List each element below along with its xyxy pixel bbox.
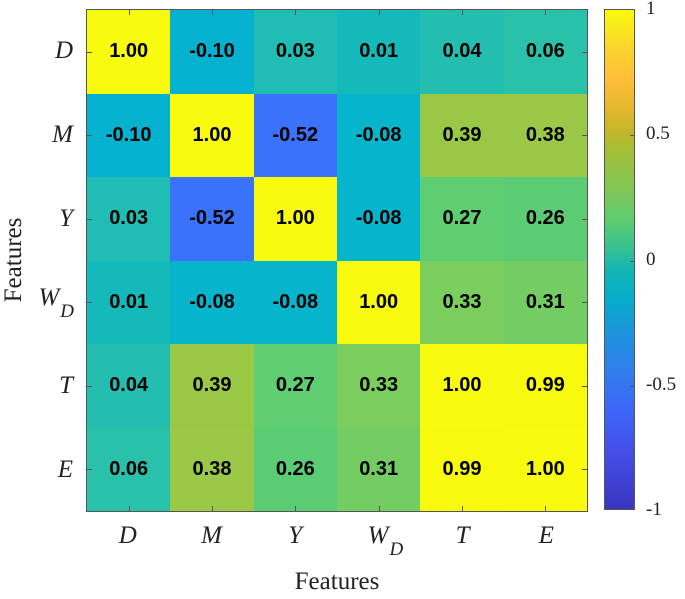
heatmap-cell: 1.00 [337, 260, 421, 344]
y-tick-label-subscript: D [60, 301, 74, 323]
heatmap-cell: 0.31 [503, 260, 587, 344]
y-tick-mark [582, 469, 587, 471]
colorbar-tick-label: 0.5 [646, 123, 670, 145]
x-tick-mark [128, 10, 130, 15]
x-tick-mark [212, 10, 213, 15]
heatmap-cell: -0.08 [337, 177, 421, 261]
heatmap-cell: 0.03 [253, 10, 337, 94]
heatmap-cell: 0.06 [503, 10, 587, 94]
x-tick-mark [378, 10, 380, 15]
x-tick-mark [295, 506, 297, 511]
x-tick-label-main: M [201, 522, 222, 549]
heatmap-cell: -0.10 [170, 10, 254, 94]
x-tick-label: Y [288, 522, 302, 550]
x-tick-label: WD [367, 522, 404, 560]
heatmap-cell: 0.99 [420, 427, 504, 511]
y-tick-label-main: M [52, 120, 73, 148]
colorbar-tick-mark [630, 260, 635, 262]
x-tick-mark [462, 506, 463, 511]
colorbar-tick-label: -0.5 [646, 373, 677, 395]
heatmap-cell: 0.06 [87, 427, 171, 511]
colorbar-tick-mark [630, 385, 635, 387]
colorbar-tick-label: -1 [646, 499, 662, 520]
heatmap-cell: 0.26 [253, 427, 337, 511]
y-tick-mark [87, 51, 92, 53]
x-tick-label: E [539, 522, 554, 550]
heatmap-cell: 1.00 [87, 10, 171, 94]
x-axis-label: Features [294, 568, 380, 595]
heatmap-cell: 0.03 [87, 177, 171, 261]
x-tick-mark [545, 506, 547, 511]
colorbar-tick-mark [630, 135, 635, 137]
heatmap-cell: 0.99 [503, 344, 587, 428]
y-tick-mark [87, 469, 92, 471]
y-tick-label-main: W [38, 284, 60, 312]
heatmap-cell: 0.26 [503, 177, 587, 261]
y-tick-mark [87, 218, 92, 220]
heatmap-cell: 0.33 [420, 260, 504, 344]
heatmap-grid: 1.00 -0.10 0.03 0.01 0.04 0.06 -0.10 1.00 -0.52-… [86, 9, 588, 512]
heatmap-cell: -0.52 [170, 177, 254, 261]
heatmap-cell: 0.31 [337, 427, 421, 511]
heatmap-cell: -0.10 [87, 93, 171, 177]
y-tick-label: T [59, 372, 73, 400]
heatmap-cell: 1.00 [420, 344, 504, 428]
x-tick-label-main: D [118, 522, 137, 549]
y-tick-label-main: Y [59, 204, 73, 232]
x-tick-label-main: W [367, 522, 389, 549]
y-tick-label-main: D [54, 36, 73, 64]
x-tick-mark [378, 506, 380, 511]
heatmap-cell: 0.04 [87, 344, 171, 428]
heatmap-cell: 0.39 [170, 344, 254, 428]
heatmap-cell: 1.00 [170, 93, 254, 177]
y-tick-label: WD [38, 284, 74, 322]
x-tick-label: D [119, 522, 137, 550]
y-tick-mark [582, 302, 587, 304]
heatmap-cell: 0.04 [420, 10, 504, 94]
heatmap-cell: 1.00 [253, 177, 337, 261]
y-tick-mark [582, 51, 587, 53]
y-tick-mark [582, 385, 587, 387]
colorbar-tick-label: 0 [646, 248, 656, 270]
y-axis-label: Features [0, 217, 27, 303]
heatmap-cell: -0.52 [253, 93, 337, 177]
x-tick-label-main: T [455, 522, 470, 549]
heatmap-cell: 0.38 [170, 427, 254, 511]
y-tick-label-main: T [59, 372, 73, 400]
x-tick-label-main: E [538, 522, 554, 549]
y-tick-mark [582, 218, 587, 220]
y-tick-label-main: E [57, 455, 73, 483]
y-tick-label: D [55, 37, 73, 65]
heatmap-cell: -0.08 [170, 260, 254, 344]
y-tick-label: M [52, 121, 73, 149]
x-tick-label-main: Y [288, 522, 303, 549]
y-tick-mark [87, 385, 92, 387]
x-tick-label: M [201, 522, 222, 550]
x-tick-label-subscript: D [389, 539, 404, 560]
x-tick-label: T [456, 522, 470, 550]
heatmap-cell: 0.38 [503, 93, 587, 177]
y-tick-mark [87, 135, 92, 137]
heatmap-cell: 1.00 [503, 427, 587, 511]
colorbar [604, 9, 635, 510]
heatmap-cell: -0.08 [337, 93, 421, 177]
heatmap-cell: -0.08 [253, 260, 337, 344]
y-tick-mark [582, 135, 587, 137]
heatmap-cell: 0.01 [337, 10, 421, 94]
heatmap-cell: 0.33 [337, 344, 421, 428]
x-tick-mark [295, 10, 297, 15]
colorbar-tick-label: 1 [646, 0, 656, 19]
y-tick-label: E [58, 456, 73, 484]
x-tick-mark [212, 506, 213, 511]
heatmap-cell: 0.27 [420, 177, 504, 261]
heatmap-cell: 0.01 [87, 260, 171, 344]
x-tick-mark [128, 506, 130, 511]
x-tick-mark [545, 10, 547, 15]
y-tick-mark [87, 302, 92, 304]
heatmap-cell: 0.27 [253, 344, 337, 428]
y-tick-label: Y [59, 205, 73, 233]
x-tick-mark [462, 10, 463, 15]
heatmap-cell: 0.39 [420, 93, 504, 177]
